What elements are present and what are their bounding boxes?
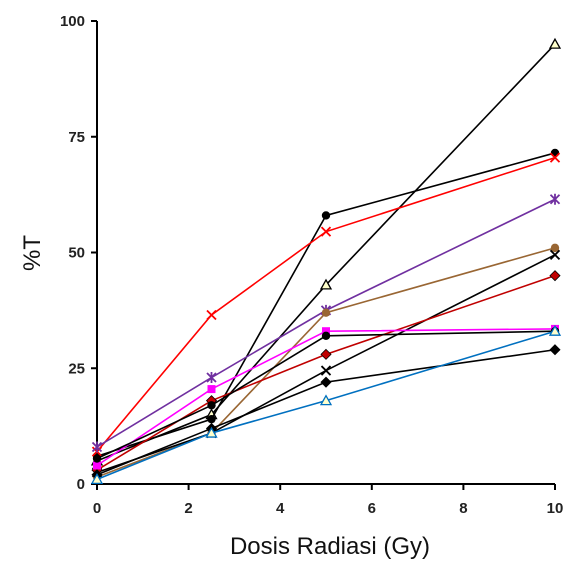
data-point (206, 372, 217, 384)
data-point (320, 376, 332, 388)
data-point (92, 454, 102, 463)
data-point (320, 348, 332, 360)
data-point (205, 426, 218, 438)
series-line (96, 156, 556, 453)
y-axis-title: %T (19, 235, 46, 271)
series-line (96, 152, 556, 457)
y-tick-label: 75 (68, 129, 85, 146)
chart-axes (91, 20, 556, 490)
series-11 (90, 324, 562, 485)
series-10 (91, 344, 561, 481)
x-tick-label: 8 (459, 500, 467, 517)
series-3 (91, 152, 561, 457)
x-tick-label: 10 (547, 500, 564, 517)
data-point (549, 152, 561, 163)
data-point (550, 243, 560, 253)
y-tick-label: 25 (68, 360, 85, 377)
data-point (321, 308, 331, 317)
data-point (548, 37, 562, 49)
tick-labels: 0 25 50 75 100 0 2 4 6 8 10 (60, 13, 563, 517)
data-point (549, 270, 561, 282)
data-point (548, 324, 562, 336)
data-point (322, 327, 330, 336)
x-tick-label: 6 (368, 500, 376, 517)
data-point (321, 211, 331, 220)
data-point (206, 309, 217, 321)
data-point (320, 226, 332, 237)
data-point (207, 385, 216, 394)
data-point (90, 473, 104, 485)
y-tick-label: 0 (77, 476, 85, 493)
series-line (96, 247, 556, 478)
x-axis-title: Dosis Radiasi (Gy) (230, 533, 430, 560)
series-2 (92, 148, 560, 461)
data-point (207, 414, 216, 424)
data-point (319, 278, 333, 290)
y-tick-label: 50 (68, 245, 85, 262)
series-line (96, 330, 556, 460)
data-point (549, 344, 561, 356)
series-line (96, 330, 556, 481)
x-tick-label: 2 (184, 500, 192, 517)
plot-series (90, 37, 562, 485)
data-point (319, 394, 333, 406)
series-line (96, 328, 556, 467)
data-point (321, 331, 331, 341)
data-point (91, 441, 103, 453)
x-tick-label: 4 (276, 500, 285, 517)
data-point (320, 365, 332, 376)
series-line (96, 274, 556, 471)
series-line (96, 254, 556, 474)
data-point (549, 249, 561, 260)
series-line (96, 198, 556, 448)
data-point (207, 401, 216, 410)
y-tick-label: 100 (60, 13, 85, 30)
data-point (93, 461, 101, 470)
x-tick-label: 0 (93, 500, 101, 517)
data-point (549, 193, 561, 205)
